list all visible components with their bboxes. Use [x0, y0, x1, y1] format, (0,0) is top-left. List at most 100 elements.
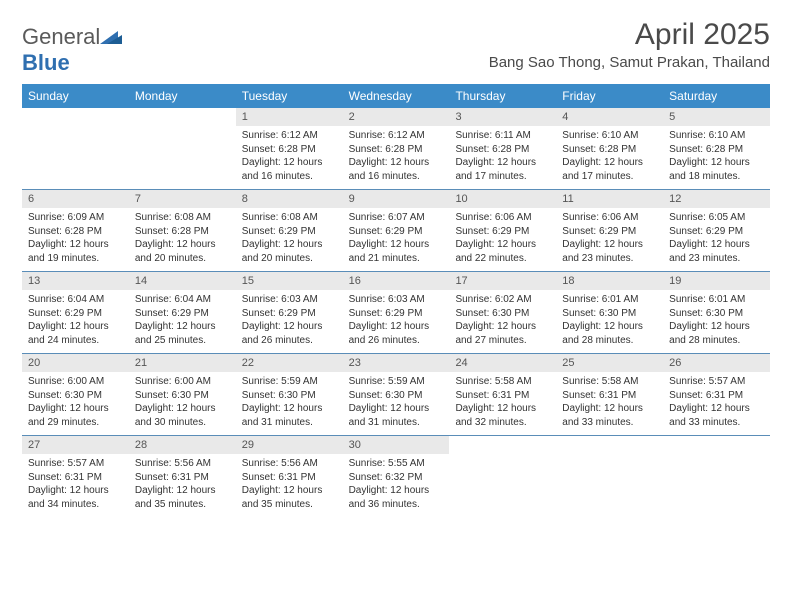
day-number: 1 [236, 108, 343, 126]
daylight-text: Daylight: 12 hours and 35 minutes. [242, 484, 337, 511]
calendar-cell: 26Sunrise: 5:57 AMSunset: 6:31 PMDayligh… [663, 354, 770, 435]
day-details: Sunrise: 6:09 AMSunset: 6:28 PMDaylight:… [22, 208, 129, 271]
daylight-text: Daylight: 12 hours and 34 minutes. [28, 484, 123, 511]
day-number: 5 [663, 108, 770, 126]
calendar-cell: 12Sunrise: 6:05 AMSunset: 6:29 PMDayligh… [663, 190, 770, 271]
day-details: Sunrise: 6:06 AMSunset: 6:29 PMDaylight:… [449, 208, 556, 271]
daylight-text: Daylight: 12 hours and 20 minutes. [242, 238, 337, 265]
day-number: 30 [343, 436, 450, 454]
day-details: Sunrise: 6:04 AMSunset: 6:29 PMDaylight:… [129, 290, 236, 353]
day-number: 18 [556, 272, 663, 290]
day-number [663, 436, 770, 454]
day-details: Sunrise: 5:56 AMSunset: 6:31 PMDaylight:… [129, 454, 236, 517]
day-details: Sunrise: 6:07 AMSunset: 6:29 PMDaylight:… [343, 208, 450, 271]
location-text: Bang Sao Thong, Samut Prakan, Thailand [489, 54, 770, 71]
day-number: 7 [129, 190, 236, 208]
day-number [449, 436, 556, 454]
day-number: 29 [236, 436, 343, 454]
sunset-text: Sunset: 6:30 PM [135, 389, 230, 403]
daylight-text: Daylight: 12 hours and 27 minutes. [455, 320, 550, 347]
day-number: 15 [236, 272, 343, 290]
day-number: 10 [449, 190, 556, 208]
sunset-text: Sunset: 6:29 PM [455, 225, 550, 239]
day-number: 20 [22, 354, 129, 372]
logo-triangle-icon [100, 24, 122, 40]
calendar-cell: 9Sunrise: 6:07 AMSunset: 6:29 PMDaylight… [343, 190, 450, 271]
daylight-text: Daylight: 12 hours and 26 minutes. [242, 320, 337, 347]
sunrise-text: Sunrise: 5:59 AM [242, 375, 337, 389]
day-number: 24 [449, 354, 556, 372]
sunrise-text: Sunrise: 5:56 AM [242, 457, 337, 471]
sunset-text: Sunset: 6:28 PM [669, 143, 764, 157]
calendar-cell: 25Sunrise: 5:58 AMSunset: 6:31 PMDayligh… [556, 354, 663, 435]
daylight-text: Daylight: 12 hours and 25 minutes. [135, 320, 230, 347]
day-number: 2 [343, 108, 450, 126]
sunset-text: Sunset: 6:30 PM [242, 389, 337, 403]
day-number [556, 436, 663, 454]
day-details: Sunrise: 5:59 AMSunset: 6:30 PMDaylight:… [343, 372, 450, 435]
calendar-cell [22, 108, 129, 189]
sunrise-text: Sunrise: 6:00 AM [28, 375, 123, 389]
sunset-text: Sunset: 6:28 PM [242, 143, 337, 157]
day-details: Sunrise: 6:01 AMSunset: 6:30 PMDaylight:… [556, 290, 663, 353]
logo-text: General Blue [22, 24, 122, 76]
day-number: 21 [129, 354, 236, 372]
sunset-text: Sunset: 6:28 PM [562, 143, 657, 157]
calendar-cell: 30Sunrise: 5:55 AMSunset: 6:32 PMDayligh… [343, 436, 450, 517]
logo-word-2: Blue [22, 50, 70, 75]
sunset-text: Sunset: 6:30 PM [562, 307, 657, 321]
day-details: Sunrise: 6:04 AMSunset: 6:29 PMDaylight:… [22, 290, 129, 353]
weekday-header: Monday [129, 84, 236, 108]
day-details: Sunrise: 6:10 AMSunset: 6:28 PMDaylight:… [663, 126, 770, 189]
day-details: Sunrise: 5:55 AMSunset: 6:32 PMDaylight:… [343, 454, 450, 517]
sunset-text: Sunset: 6:30 PM [669, 307, 764, 321]
sunset-text: Sunset: 6:29 PM [242, 225, 337, 239]
daylight-text: Daylight: 12 hours and 16 minutes. [242, 156, 337, 183]
day-details: Sunrise: 6:12 AMSunset: 6:28 PMDaylight:… [236, 126, 343, 189]
day-details: Sunrise: 5:58 AMSunset: 6:31 PMDaylight:… [449, 372, 556, 435]
day-number: 12 [663, 190, 770, 208]
weekday-header: Wednesday [343, 84, 450, 108]
daylight-text: Daylight: 12 hours and 28 minutes. [669, 320, 764, 347]
day-details: Sunrise: 5:57 AMSunset: 6:31 PMDaylight:… [663, 372, 770, 435]
calendar-cell: 13Sunrise: 6:04 AMSunset: 6:29 PMDayligh… [22, 272, 129, 353]
calendar-cell: 23Sunrise: 5:59 AMSunset: 6:30 PMDayligh… [343, 354, 450, 435]
day-details: Sunrise: 6:08 AMSunset: 6:29 PMDaylight:… [236, 208, 343, 271]
day-number: 17 [449, 272, 556, 290]
daylight-text: Daylight: 12 hours and 30 minutes. [135, 402, 230, 429]
day-number: 14 [129, 272, 236, 290]
sunset-text: Sunset: 6:32 PM [349, 471, 444, 485]
weekday-header-row: Sunday Monday Tuesday Wednesday Thursday… [22, 84, 770, 108]
calendar: Sunday Monday Tuesday Wednesday Thursday… [22, 84, 770, 517]
day-details: Sunrise: 5:59 AMSunset: 6:30 PMDaylight:… [236, 372, 343, 435]
weekday-header: Sunday [22, 84, 129, 108]
sunrise-text: Sunrise: 5:57 AM [669, 375, 764, 389]
sunset-text: Sunset: 6:29 PM [349, 225, 444, 239]
sunrise-text: Sunrise: 5:56 AM [135, 457, 230, 471]
sunrise-text: Sunrise: 6:10 AM [669, 129, 764, 143]
day-number: 16 [343, 272, 450, 290]
title-block: April 2025 Bang Sao Thong, Samut Prakan,… [489, 18, 770, 71]
calendar-cell: 15Sunrise: 6:03 AMSunset: 6:29 PMDayligh… [236, 272, 343, 353]
day-number: 25 [556, 354, 663, 372]
sunrise-text: Sunrise: 6:01 AM [669, 293, 764, 307]
sunrise-text: Sunrise: 6:00 AM [135, 375, 230, 389]
calendar-cell: 14Sunrise: 6:04 AMSunset: 6:29 PMDayligh… [129, 272, 236, 353]
sunrise-text: Sunrise: 6:04 AM [28, 293, 123, 307]
calendar-cell: 19Sunrise: 6:01 AMSunset: 6:30 PMDayligh… [663, 272, 770, 353]
sunrise-text: Sunrise: 6:08 AM [135, 211, 230, 225]
daylight-text: Daylight: 12 hours and 26 minutes. [349, 320, 444, 347]
day-details: Sunrise: 6:02 AMSunset: 6:30 PMDaylight:… [449, 290, 556, 353]
calendar-cell: 2Sunrise: 6:12 AMSunset: 6:28 PMDaylight… [343, 108, 450, 189]
day-number: 23 [343, 354, 450, 372]
day-details: Sunrise: 5:57 AMSunset: 6:31 PMDaylight:… [22, 454, 129, 517]
daylight-text: Daylight: 12 hours and 31 minutes. [349, 402, 444, 429]
day-number [129, 108, 236, 126]
sunset-text: Sunset: 6:30 PM [28, 389, 123, 403]
sunrise-text: Sunrise: 6:12 AM [349, 129, 444, 143]
weekday-header: Saturday [663, 84, 770, 108]
calendar-cell: 5Sunrise: 6:10 AMSunset: 6:28 PMDaylight… [663, 108, 770, 189]
sunset-text: Sunset: 6:28 PM [135, 225, 230, 239]
calendar-cell: 28Sunrise: 5:56 AMSunset: 6:31 PMDayligh… [129, 436, 236, 517]
day-number: 4 [556, 108, 663, 126]
